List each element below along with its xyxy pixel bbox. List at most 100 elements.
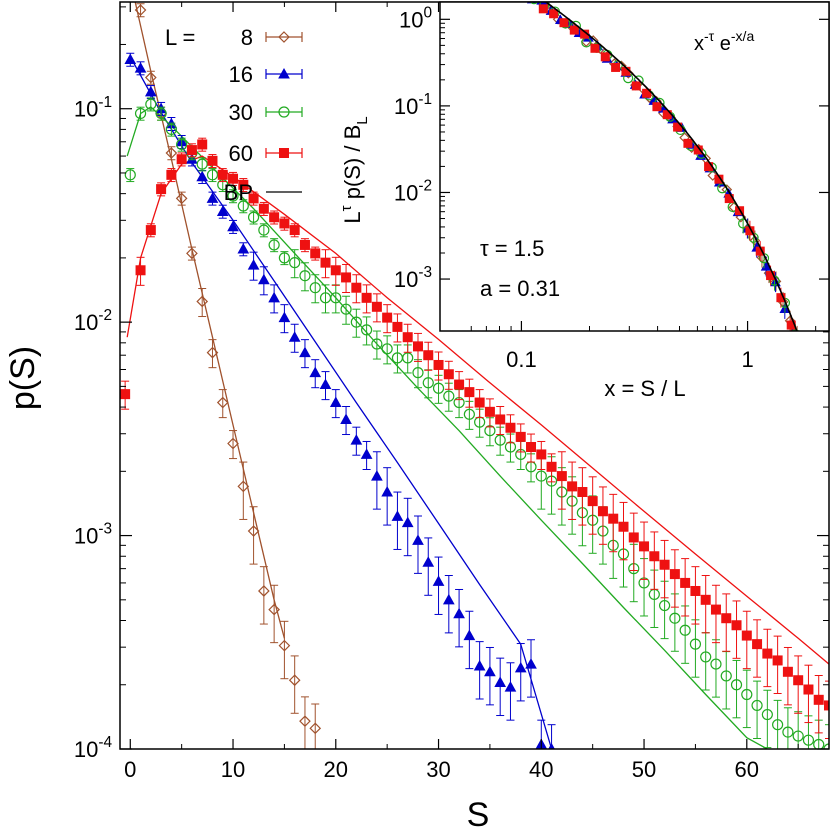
x-tick-label: 20 (324, 757, 348, 782)
point-L60 (618, 521, 629, 532)
point-L16 (422, 556, 435, 567)
point-L30 (751, 699, 763, 712)
point-L30 (309, 282, 321, 294)
point-L60 (577, 487, 588, 498)
point-L30 (761, 708, 773, 721)
x-tick-label: 10 (221, 757, 245, 782)
point-L60 (135, 265, 146, 276)
point-L30 (772, 719, 784, 731)
inset-y-tick-label: 10-3 (394, 264, 432, 292)
point-L60 (351, 282, 362, 293)
point-L60 (556, 471, 567, 482)
point-L60 (207, 155, 218, 166)
point-L16 (319, 378, 332, 390)
inset-point-L60 (724, 194, 734, 204)
inset-scaling-curve (544, 2, 798, 331)
point-L60 (330, 265, 341, 276)
point-L16 (453, 607, 465, 619)
inset-point-L60 (559, 18, 569, 28)
point-L60 (361, 292, 372, 303)
inset-point-L60 (600, 52, 610, 62)
inset-point-L60 (549, 9, 559, 19)
point-L60 (176, 154, 187, 165)
point-L30 (710, 658, 722, 670)
inset-point-L60 (631, 81, 641, 91)
point-L60 (628, 532, 639, 543)
point-L30 (720, 670, 732, 682)
point-L60 (782, 666, 793, 677)
point-L16 (340, 413, 352, 424)
point-L60 (669, 569, 680, 580)
inset-annotation-0: τ = 1.5 (480, 236, 544, 261)
point-L60 (731, 620, 742, 631)
point-L30 (165, 123, 177, 135)
inset-point-L60 (683, 138, 693, 148)
point-L60 (690, 585, 701, 596)
inset-point-L60 (569, 25, 579, 35)
point-L60 (813, 694, 824, 705)
point-L16 (442, 593, 455, 605)
point-L30 (730, 679, 743, 691)
point-L30 (412, 367, 424, 379)
point-L60 (371, 301, 382, 312)
inset-point-L60 (755, 246, 765, 256)
inset-background (440, 2, 829, 331)
point-L30 (494, 434, 506, 446)
point-L60 (258, 203, 269, 214)
point-L8 (299, 715, 311, 728)
point-L60 (546, 461, 557, 472)
point-L60 (197, 139, 208, 150)
point-L60 (639, 541, 650, 552)
point-L30 (134, 107, 147, 120)
point-L8 (247, 525, 260, 537)
point-L60 (824, 700, 829, 711)
point-L30 (155, 107, 167, 120)
y-tick-label: 10-2 (74, 307, 112, 335)
point-L60 (156, 184, 167, 195)
point-L30 (330, 292, 342, 304)
point-L60 (382, 312, 393, 323)
point-L8 (278, 639, 291, 652)
point-L60 (454, 379, 465, 390)
legend-label-16: 16 (229, 62, 253, 87)
point-L30 (402, 352, 414, 364)
x-tick-label: 30 (426, 757, 450, 782)
point-L30 (669, 612, 681, 624)
inset-point-L60 (590, 43, 600, 53)
y-tick-label: 10-1 (74, 94, 112, 122)
point-L16 (288, 331, 301, 342)
point-L60 (721, 613, 732, 624)
inset-point-L60 (786, 320, 796, 330)
point-L30 (432, 382, 445, 394)
point-L16 (247, 259, 260, 270)
legend-marker-30 (278, 106, 290, 118)
point-L30 (350, 316, 362, 328)
point-L60 (772, 655, 783, 666)
x-tick-label: 60 (735, 757, 759, 782)
point-L16 (463, 629, 476, 641)
point-L60 (289, 225, 300, 236)
point-L30 (689, 638, 702, 650)
point-L60 (505, 422, 516, 433)
inset-y-axis-label: Lτ p(S) / BL (338, 116, 371, 223)
point-L60 (228, 173, 239, 184)
point-L16 (299, 346, 311, 358)
inset-point-L60 (611, 62, 621, 72)
point-L16 (432, 575, 445, 586)
point-L60 (412, 341, 423, 352)
inset-point-L60 (662, 110, 672, 120)
point-L16 (278, 311, 291, 323)
point-L30 (247, 211, 260, 223)
bp-line-3 (126, 155, 829, 665)
point-L30 (196, 158, 208, 170)
x-tick-label: 40 (529, 757, 553, 782)
y-tick-label: 10-4 (74, 734, 113, 762)
point-L60 (649, 551, 660, 562)
point-L8 (165, 147, 178, 159)
legend-label-60: 60 (229, 141, 253, 166)
point-L60 (423, 350, 434, 361)
main-y-axis-label: p(S) (4, 346, 42, 410)
point-L30 (679, 624, 691, 636)
inset-plot: 0.1 1 100 10-1 10-2 10-3 x = S / L Lτ p(S) / BL… (338, 1, 830, 401)
inset-y-tick-label: 10-1 (394, 91, 432, 119)
